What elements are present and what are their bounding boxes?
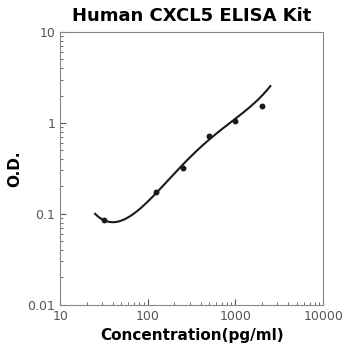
- Y-axis label: O.D.: O.D.: [7, 150, 22, 187]
- Point: [233, 118, 238, 124]
- Point: [206, 133, 212, 139]
- X-axis label: Concentration(pg/ml): Concentration(pg/ml): [100, 328, 284, 343]
- Point: [259, 103, 265, 108]
- Point: [101, 217, 106, 223]
- Title: Human CXCL5 ELISA Kit: Human CXCL5 ELISA Kit: [72, 7, 312, 25]
- Point: [180, 165, 186, 171]
- Point: [154, 189, 159, 195]
